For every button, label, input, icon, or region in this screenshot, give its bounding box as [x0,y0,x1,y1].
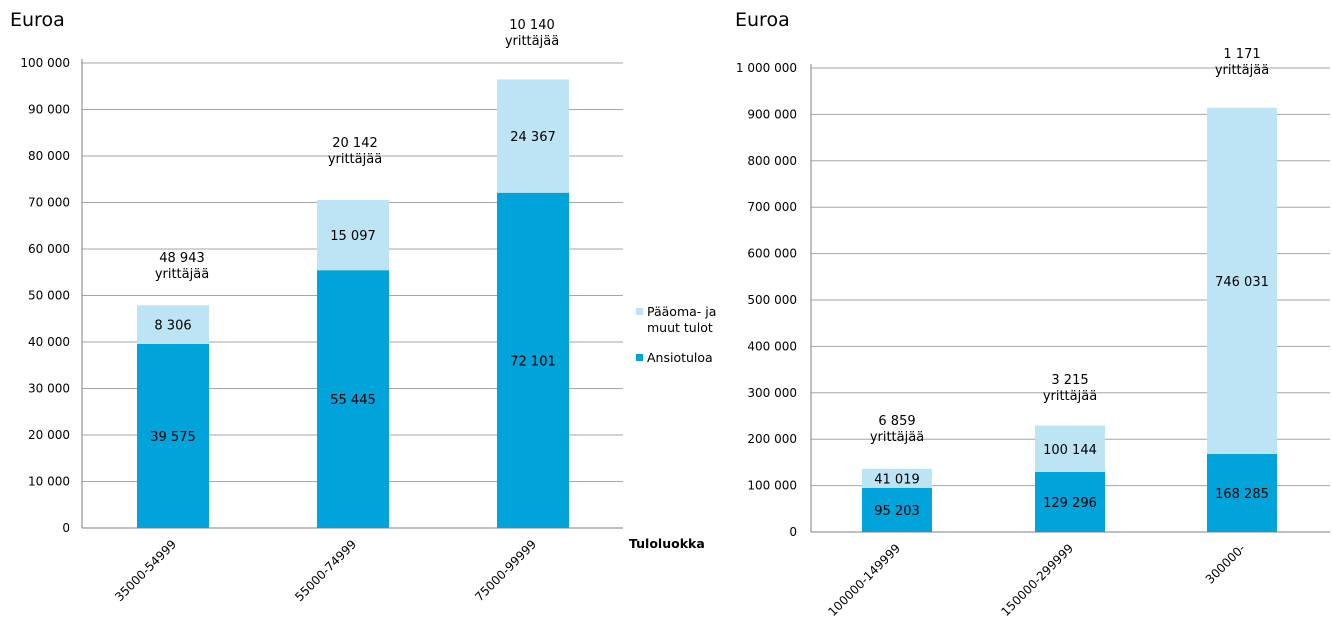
bar-paaoma [1207,107,1277,454]
data-label-ansiotuloa: 129 296 [1043,496,1097,511]
bar-ansiotuloa [1207,453,1277,532]
annotation-text: yrittäjää [870,430,924,445]
y-tick-label: 10 000 [28,475,70,489]
y-tick-label: 60 000 [28,242,70,256]
annotation-text: yrittäjää [155,267,209,282]
y-tick-label: 0 [62,521,70,535]
y-tick-label: 70 000 [28,196,70,210]
legend-swatch [636,308,643,315]
annotation-count: 6 859 [878,414,915,429]
annotation-count: 3 215 [1051,373,1088,388]
y-tick-label: 50 000 [28,289,70,303]
annotation-text: yrittäjää [505,34,559,49]
bar-ansiotuloa [1035,472,1105,532]
annotation-count: 1 171 [1223,47,1260,62]
legend-label: Ansiotuloa [647,350,713,365]
y-tick-label: 500 000 [747,293,797,307]
bar-paaoma [1035,425,1105,473]
category-label: 55000-74999 [292,537,359,604]
legend-swatch [636,354,643,361]
chart-left: Euroa 0 10 000 20 000 30 000 40 000 50 000 60 0… [10,9,716,604]
y-tick-label: 40 000 [28,335,70,349]
y-tick-label: 90 000 [28,103,70,117]
bar-paaoma [497,79,569,193]
category-label: 75000-99999 [472,537,539,604]
data-label-ansiotuloa: 95 203 [874,504,920,519]
y-tick-label: 0 [789,525,797,539]
y-tick-label: 20 000 [28,428,70,442]
bar-paaoma [317,199,389,271]
bar-ansiotuloa [137,343,209,528]
data-label-paaoma: 24 367 [510,130,556,145]
y-tick-label: 800 000 [747,154,797,168]
y-tick-label: 80 000 [28,149,70,163]
data-label-paaoma: 8 306 [154,319,191,334]
data-label-ansiotuloa: 39 575 [150,430,196,445]
y-tick-label: 600 000 [747,247,797,261]
x-axis-title: Tuloluokka [629,536,705,551]
chart-right: Euroa 0 100 000 200 000 300 000 400 000 500 00… [735,9,1330,619]
annotation-text: yrittäjää [1215,63,1269,78]
data-label-ansiotuloa: 168 285 [1215,487,1269,502]
bar-paaoma [862,468,932,488]
data-label-paaoma: 41 019 [874,472,920,487]
y-tick-label: 100 000 [747,479,797,493]
annotation-text: yrittäjää [328,152,382,167]
y-tick-label: 1 000 000 [736,61,797,75]
annotation-count: 10 140 [509,18,555,33]
bar-ansiotuloa [497,192,569,528]
unit-label: Euroa [735,9,790,31]
data-label-paaoma: 100 144 [1043,443,1097,458]
category-label: 35000-54999 [112,537,179,604]
bar-ansiotuloa [317,270,389,528]
y-tick-label: 900 000 [747,107,797,121]
annotation-count: 48 943 [159,251,205,266]
annotation-text: yrittäjää [1043,389,1097,404]
category-label: 300000- [1203,541,1248,586]
data-label-paaoma: 746 031 [1215,275,1269,290]
data-label-paaoma: 15 097 [330,229,376,244]
bar-paaoma [137,305,209,344]
legend-label: Pääoma- ja [647,304,716,319]
y-tick-label: 400 000 [747,339,797,353]
category-label: 100000-149999 [825,541,903,619]
data-label-ansiotuloa: 55 445 [330,393,376,408]
y-tick-label: 100 000 [20,56,70,70]
y-tick-label: 30 000 [28,382,70,396]
y-tick-label: 700 000 [747,200,797,214]
unit-label: Euroa [10,9,65,31]
bar-ansiotuloa [862,487,932,532]
category-label: 150000-299999 [998,541,1076,619]
legend-label: muut tulot [647,320,713,335]
data-label-ansiotuloa: 72 101 [510,354,556,369]
y-tick-label: 300 000 [747,386,797,400]
y-tick-label: 200 000 [747,432,797,446]
annotation-count: 20 142 [332,136,378,151]
